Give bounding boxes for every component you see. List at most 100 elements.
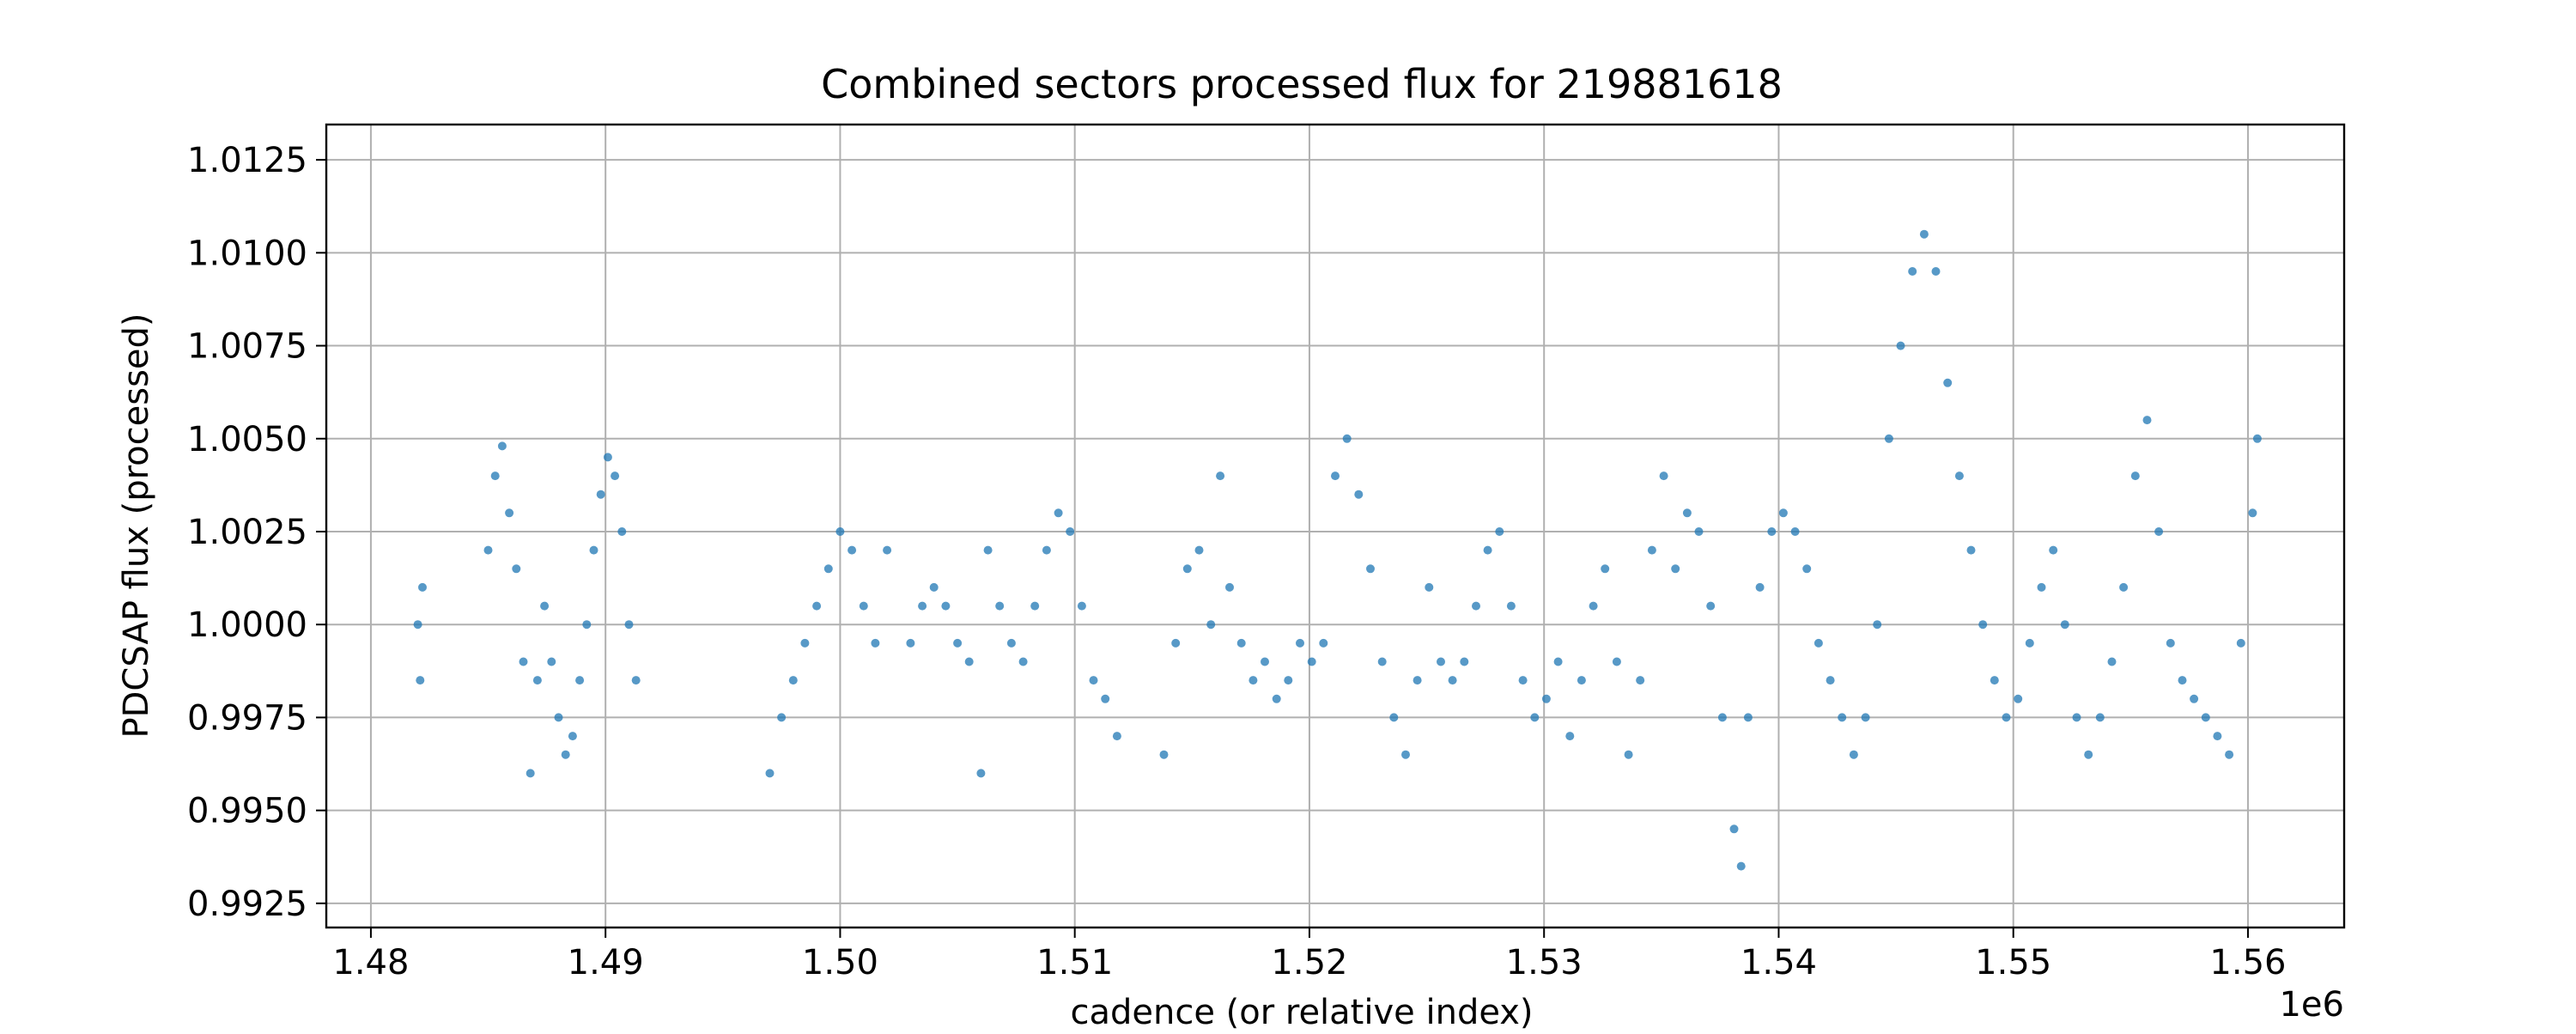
data-point [1814, 638, 1823, 648]
data-point [1966, 545, 1976, 555]
data-point [617, 527, 627, 536]
y-tick-label: 1.0075 [187, 327, 307, 367]
data-point [1425, 582, 1434, 592]
data-point [1530, 713, 1540, 722]
y-axis-label: PDCSAP flux (processed) [117, 313, 156, 738]
data-point [1838, 713, 1847, 722]
data-point [547, 657, 556, 666]
x-tick-label: 1.52 [1271, 943, 1347, 982]
data-point [1354, 490, 1364, 499]
data-point [2130, 471, 2140, 481]
x-axis-label: cadence (or relative index) [1070, 993, 1533, 1031]
data-point [906, 638, 915, 648]
data-point [1171, 638, 1181, 648]
data-point [812, 601, 822, 611]
data-point [2002, 713, 2011, 722]
data-point [1826, 676, 1835, 685]
data-point [1066, 527, 1075, 536]
data-point [1089, 676, 1098, 685]
data-point [823, 564, 833, 574]
data-point [2236, 638, 2245, 648]
y-tick-label: 0.9925 [187, 885, 307, 924]
x-tick-label: 1.50 [802, 943, 878, 982]
data-point [835, 527, 845, 536]
data-point [1506, 601, 1516, 611]
data-point [1296, 638, 1304, 648]
data-point [416, 676, 425, 685]
data-point [1601, 564, 1610, 574]
data-point [1873, 620, 1882, 630]
data-point [561, 750, 570, 759]
data-point [2190, 694, 2199, 703]
data-point [1272, 694, 1281, 703]
data-point [596, 490, 605, 499]
data-point [2154, 527, 2164, 536]
data-point [1612, 657, 1621, 666]
data-point [483, 545, 493, 555]
data-point [1159, 750, 1169, 759]
data-point [575, 676, 585, 685]
data-point [1589, 601, 1598, 611]
data-point [2107, 657, 2117, 666]
data-point [1472, 601, 1480, 611]
data-point [1636, 676, 1645, 685]
data-point [413, 620, 422, 630]
x-tick-label: 1.53 [1506, 943, 1583, 982]
data-point [953, 638, 963, 648]
data-point [418, 582, 427, 592]
data-point [1077, 601, 1086, 611]
data-point [1682, 508, 1692, 518]
data-point [1030, 601, 1040, 611]
x-axis-offset-label: 1e6 [2279, 985, 2344, 1025]
data-point [568, 732, 577, 741]
x-tick-label: 1.56 [2209, 943, 2286, 982]
data-point [1236, 638, 1246, 648]
data-point [1261, 657, 1269, 666]
data-point [512, 564, 521, 574]
data-point [2119, 582, 2129, 592]
data-point [2252, 434, 2262, 443]
y-tick-label: 1.0050 [187, 420, 307, 459]
data-point [1518, 676, 1528, 685]
data-point [1736, 861, 1746, 871]
data-point [1225, 582, 1234, 592]
data-point [2049, 545, 2058, 555]
data-point [800, 638, 810, 648]
data-point [1483, 545, 1492, 555]
data-point [2072, 713, 2081, 722]
data-point [1577, 676, 1586, 685]
data-point [2037, 582, 2046, 592]
data-point [1437, 657, 1445, 666]
data-point [871, 638, 880, 648]
data-point [2142, 416, 2152, 425]
axes-frame [325, 123, 2346, 929]
data-point [1448, 676, 1457, 685]
x-tick-label: 1.54 [1741, 943, 1817, 982]
data-point [603, 453, 612, 462]
data-point [1694, 527, 1704, 536]
data-point [2178, 676, 2187, 685]
y-ticks: 0.9925 0.9950 0.9975 1.0000 1.0025 1.0050 1.00… [187, 141, 326, 924]
data-point [765, 769, 775, 778]
data-point [1802, 564, 1812, 574]
data-point [1896, 341, 1905, 350]
data-point [859, 601, 868, 611]
data-point [1861, 713, 1870, 722]
data-point [1755, 582, 1765, 592]
data-point [788, 676, 798, 685]
data-point [1284, 676, 1293, 685]
data-point [1331, 471, 1340, 481]
data-point [532, 676, 542, 685]
data-point [1413, 676, 1422, 685]
data-point [2248, 508, 2257, 518]
data-point [976, 769, 986, 778]
data-point [1767, 527, 1777, 536]
data-point [1659, 471, 1668, 481]
data-point [2225, 750, 2234, 759]
data-point [964, 657, 974, 666]
data-point [1401, 750, 1410, 759]
data-point [1319, 638, 1328, 648]
data-point [1216, 471, 1225, 481]
